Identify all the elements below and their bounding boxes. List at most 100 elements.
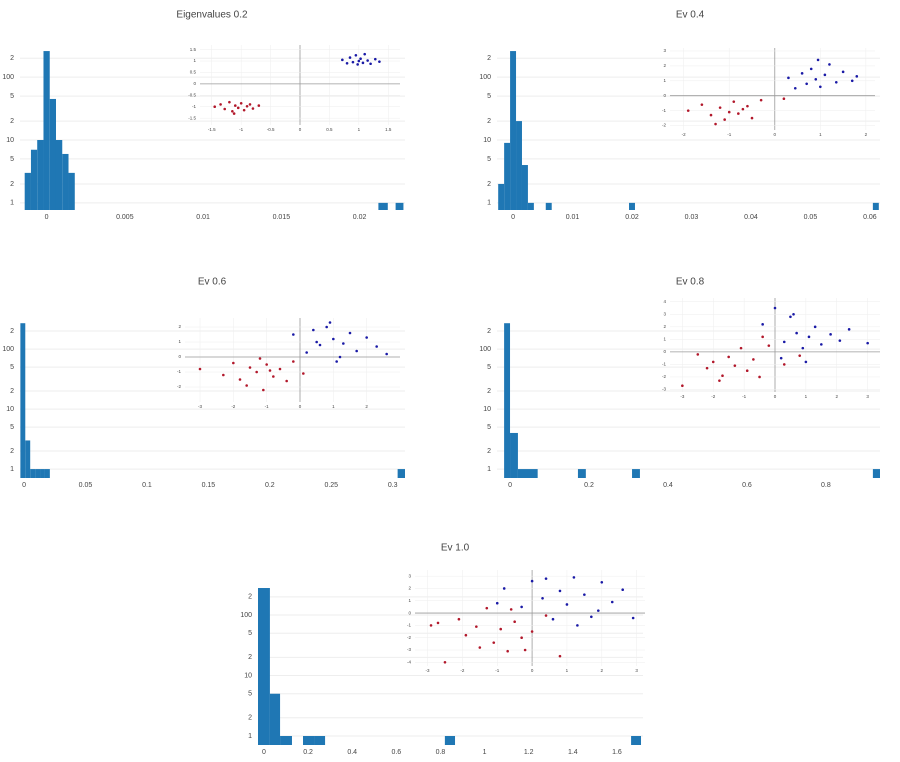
x-tick-label: 0.005 <box>116 214 134 221</box>
bar <box>545 202 552 210</box>
y-tick-label: 10 <box>483 406 491 413</box>
point <box>782 363 786 366</box>
point <box>228 100 231 104</box>
point <box>239 101 243 105</box>
point <box>737 112 740 115</box>
point <box>342 342 345 345</box>
point <box>544 577 548 580</box>
point <box>798 354 802 357</box>
bar <box>55 140 63 210</box>
x-tick-label: 0.015 <box>273 214 291 221</box>
point <box>502 587 506 590</box>
y-tick-label: 1 <box>663 78 666 83</box>
point <box>746 104 749 108</box>
x-tick-label: 1 <box>358 127 361 132</box>
bar <box>25 440 31 478</box>
point <box>231 109 234 113</box>
y-tick-label: -1 <box>192 104 196 109</box>
bar <box>632 469 640 478</box>
point <box>813 325 817 329</box>
y-tick-label: 2 <box>487 55 491 62</box>
y-tick-label: 5 <box>10 364 14 371</box>
x-tick-label: 0.05 <box>79 482 93 489</box>
point <box>741 107 745 111</box>
x-tick-label: 0 <box>45 214 49 221</box>
point <box>804 360 808 364</box>
point <box>610 600 614 604</box>
x-tick-label: 0.2 <box>584 482 594 489</box>
y-tick-label: 1 <box>178 339 181 344</box>
x-tick-label: 0.4 <box>347 749 357 756</box>
y-tick-label: 1 <box>248 733 252 740</box>
x-tick-label: 0.25 <box>324 482 338 489</box>
point <box>213 105 217 109</box>
point <box>242 108 246 112</box>
y-tick-label: 10 <box>483 137 491 144</box>
y-tick-label: 2 <box>663 324 666 329</box>
point <box>332 337 335 341</box>
point <box>268 369 272 372</box>
point <box>718 106 722 109</box>
point <box>365 336 368 339</box>
point <box>292 360 295 363</box>
point <box>312 328 315 332</box>
point <box>248 103 252 106</box>
x-tick-label: 1 <box>332 404 335 409</box>
y-tick-label: 5 <box>487 424 491 431</box>
point <box>478 646 482 649</box>
y-tick-label: 100 <box>2 346 14 353</box>
y-tick-label: -1.5 <box>188 115 196 120</box>
point <box>597 609 600 612</box>
bar <box>20 323 26 478</box>
x-tick-label: 0 <box>299 404 302 409</box>
bar <box>521 165 528 210</box>
point <box>793 86 797 90</box>
y-tick-label: -3 <box>407 647 411 652</box>
x-tick-label: 0.06 <box>863 214 877 221</box>
point <box>258 357 262 360</box>
point <box>509 608 513 611</box>
point <box>750 116 754 120</box>
point <box>245 384 248 387</box>
point <box>805 82 808 86</box>
y-tick-label: 0 <box>408 610 411 615</box>
bar <box>49 98 56 210</box>
x-tick-label: 0.6 <box>742 482 752 489</box>
x-tick-label: 0.01 <box>196 214 210 221</box>
x-tick-label: 3 <box>635 668 638 673</box>
y-tick-label: 2 <box>10 118 14 125</box>
point <box>223 107 227 111</box>
y-tick-label: 3 <box>663 48 666 53</box>
x-tick-label: 0 <box>774 394 777 399</box>
point <box>530 579 534 583</box>
y-tick-label: 0 <box>178 354 181 359</box>
x-tick-label: 0 <box>774 132 777 137</box>
y-tick-label: -2 <box>662 374 666 379</box>
y-tick-label: 2 <box>487 118 491 125</box>
point <box>700 103 704 106</box>
point <box>807 335 811 339</box>
bar <box>35 469 41 478</box>
point <box>238 378 242 381</box>
y-tick-label: 2 <box>10 448 14 455</box>
point <box>354 53 358 57</box>
x-tick-label: 0.6 <box>391 749 401 756</box>
y-tick-label: 2 <box>10 181 14 188</box>
point <box>795 331 798 335</box>
point <box>233 104 237 107</box>
x-tick-label: 2 <box>865 132 868 137</box>
point <box>262 388 265 392</box>
y-tick-label: -4 <box>407 659 411 664</box>
point <box>759 98 763 102</box>
y-tick-label: 100 <box>479 346 491 353</box>
y-tick-label: 2 <box>248 715 252 722</box>
point <box>248 366 252 369</box>
point <box>850 79 854 83</box>
x-tick-label: -2 <box>711 394 715 399</box>
y-tick-label: -2 <box>177 384 181 389</box>
y-tick-label: 2 <box>10 55 14 62</box>
point <box>819 85 822 89</box>
point <box>375 345 378 348</box>
point <box>789 315 792 319</box>
x-tick-label: 0 <box>511 214 515 221</box>
